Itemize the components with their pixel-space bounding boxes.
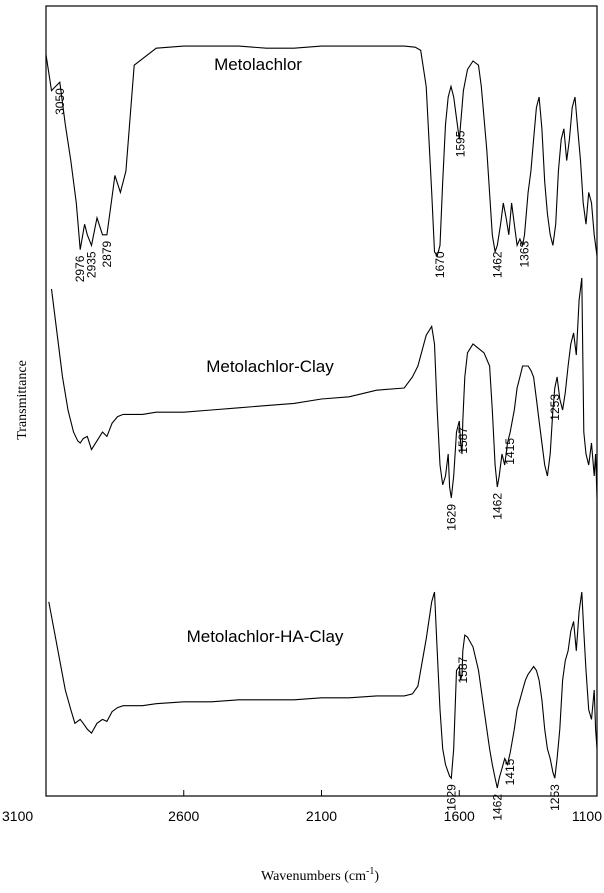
- x-axis-title: Wavenumbers (cm-1): [261, 866, 379, 884]
- peak-label-9: 1629: [444, 504, 458, 531]
- peak-label-4: 2879: [100, 240, 114, 267]
- peak-label-11: 1462: [490, 493, 504, 520]
- peak-label-5: 1670: [433, 251, 447, 278]
- spectra-group: [45, 45, 598, 789]
- x-ticks-group: 3100 2600 2100 1600 1100: [2, 790, 602, 824]
- spectrum-line-1: [45, 45, 598, 258]
- x-tick-label-4: 1600: [444, 808, 475, 824]
- plot-frame: [45, 5, 598, 797]
- x-tick-label-2: 2600: [168, 808, 199, 824]
- x-axis-title-main: Wavenumbers (cm: [261, 869, 366, 884]
- spectrum-line-2: [50, 277, 598, 499]
- series-label-1: Metolachlor: [214, 55, 302, 74]
- peak-label-13: 1253: [548, 394, 562, 421]
- peak-label-3: 2935: [85, 251, 99, 278]
- y-axis-title: Transmittance: [15, 360, 30, 440]
- peak-label-12: 1415: [503, 438, 517, 465]
- peak-label-10: 1587: [456, 427, 470, 454]
- x-tick-label-3: 2100: [306, 808, 337, 824]
- x-tick-label-5: 1100: [572, 808, 602, 824]
- peak-label-7: 1462: [490, 251, 504, 278]
- series-labels-group: Metolachlor Metolachlor-Clay Metolachlor-H…: [187, 55, 344, 646]
- series-label-2: Metolachlor-Clay: [206, 357, 334, 376]
- x-axis-title-close: ): [374, 869, 379, 884]
- peak-label-8: 1363: [518, 240, 532, 267]
- peak-label-1: 3050: [53, 88, 67, 115]
- peak-label-15: 1587: [456, 656, 470, 683]
- x-axis-title-sup: -1: [366, 866, 374, 877]
- peak-label-6: 1595: [454, 130, 468, 157]
- peak-label-17: 1415: [503, 758, 517, 785]
- peak-label-14: 1629: [444, 784, 458, 811]
- peak-label-2: 2976: [73, 255, 87, 282]
- spectrum-line-3: [48, 591, 598, 789]
- series-label-3: Metolachlor-HA-Clay: [187, 627, 344, 646]
- x-tick-label-1: 3100: [2, 808, 33, 824]
- peak-label-16: 1462: [490, 794, 504, 821]
- peak-label-18: 1253: [548, 784, 562, 811]
